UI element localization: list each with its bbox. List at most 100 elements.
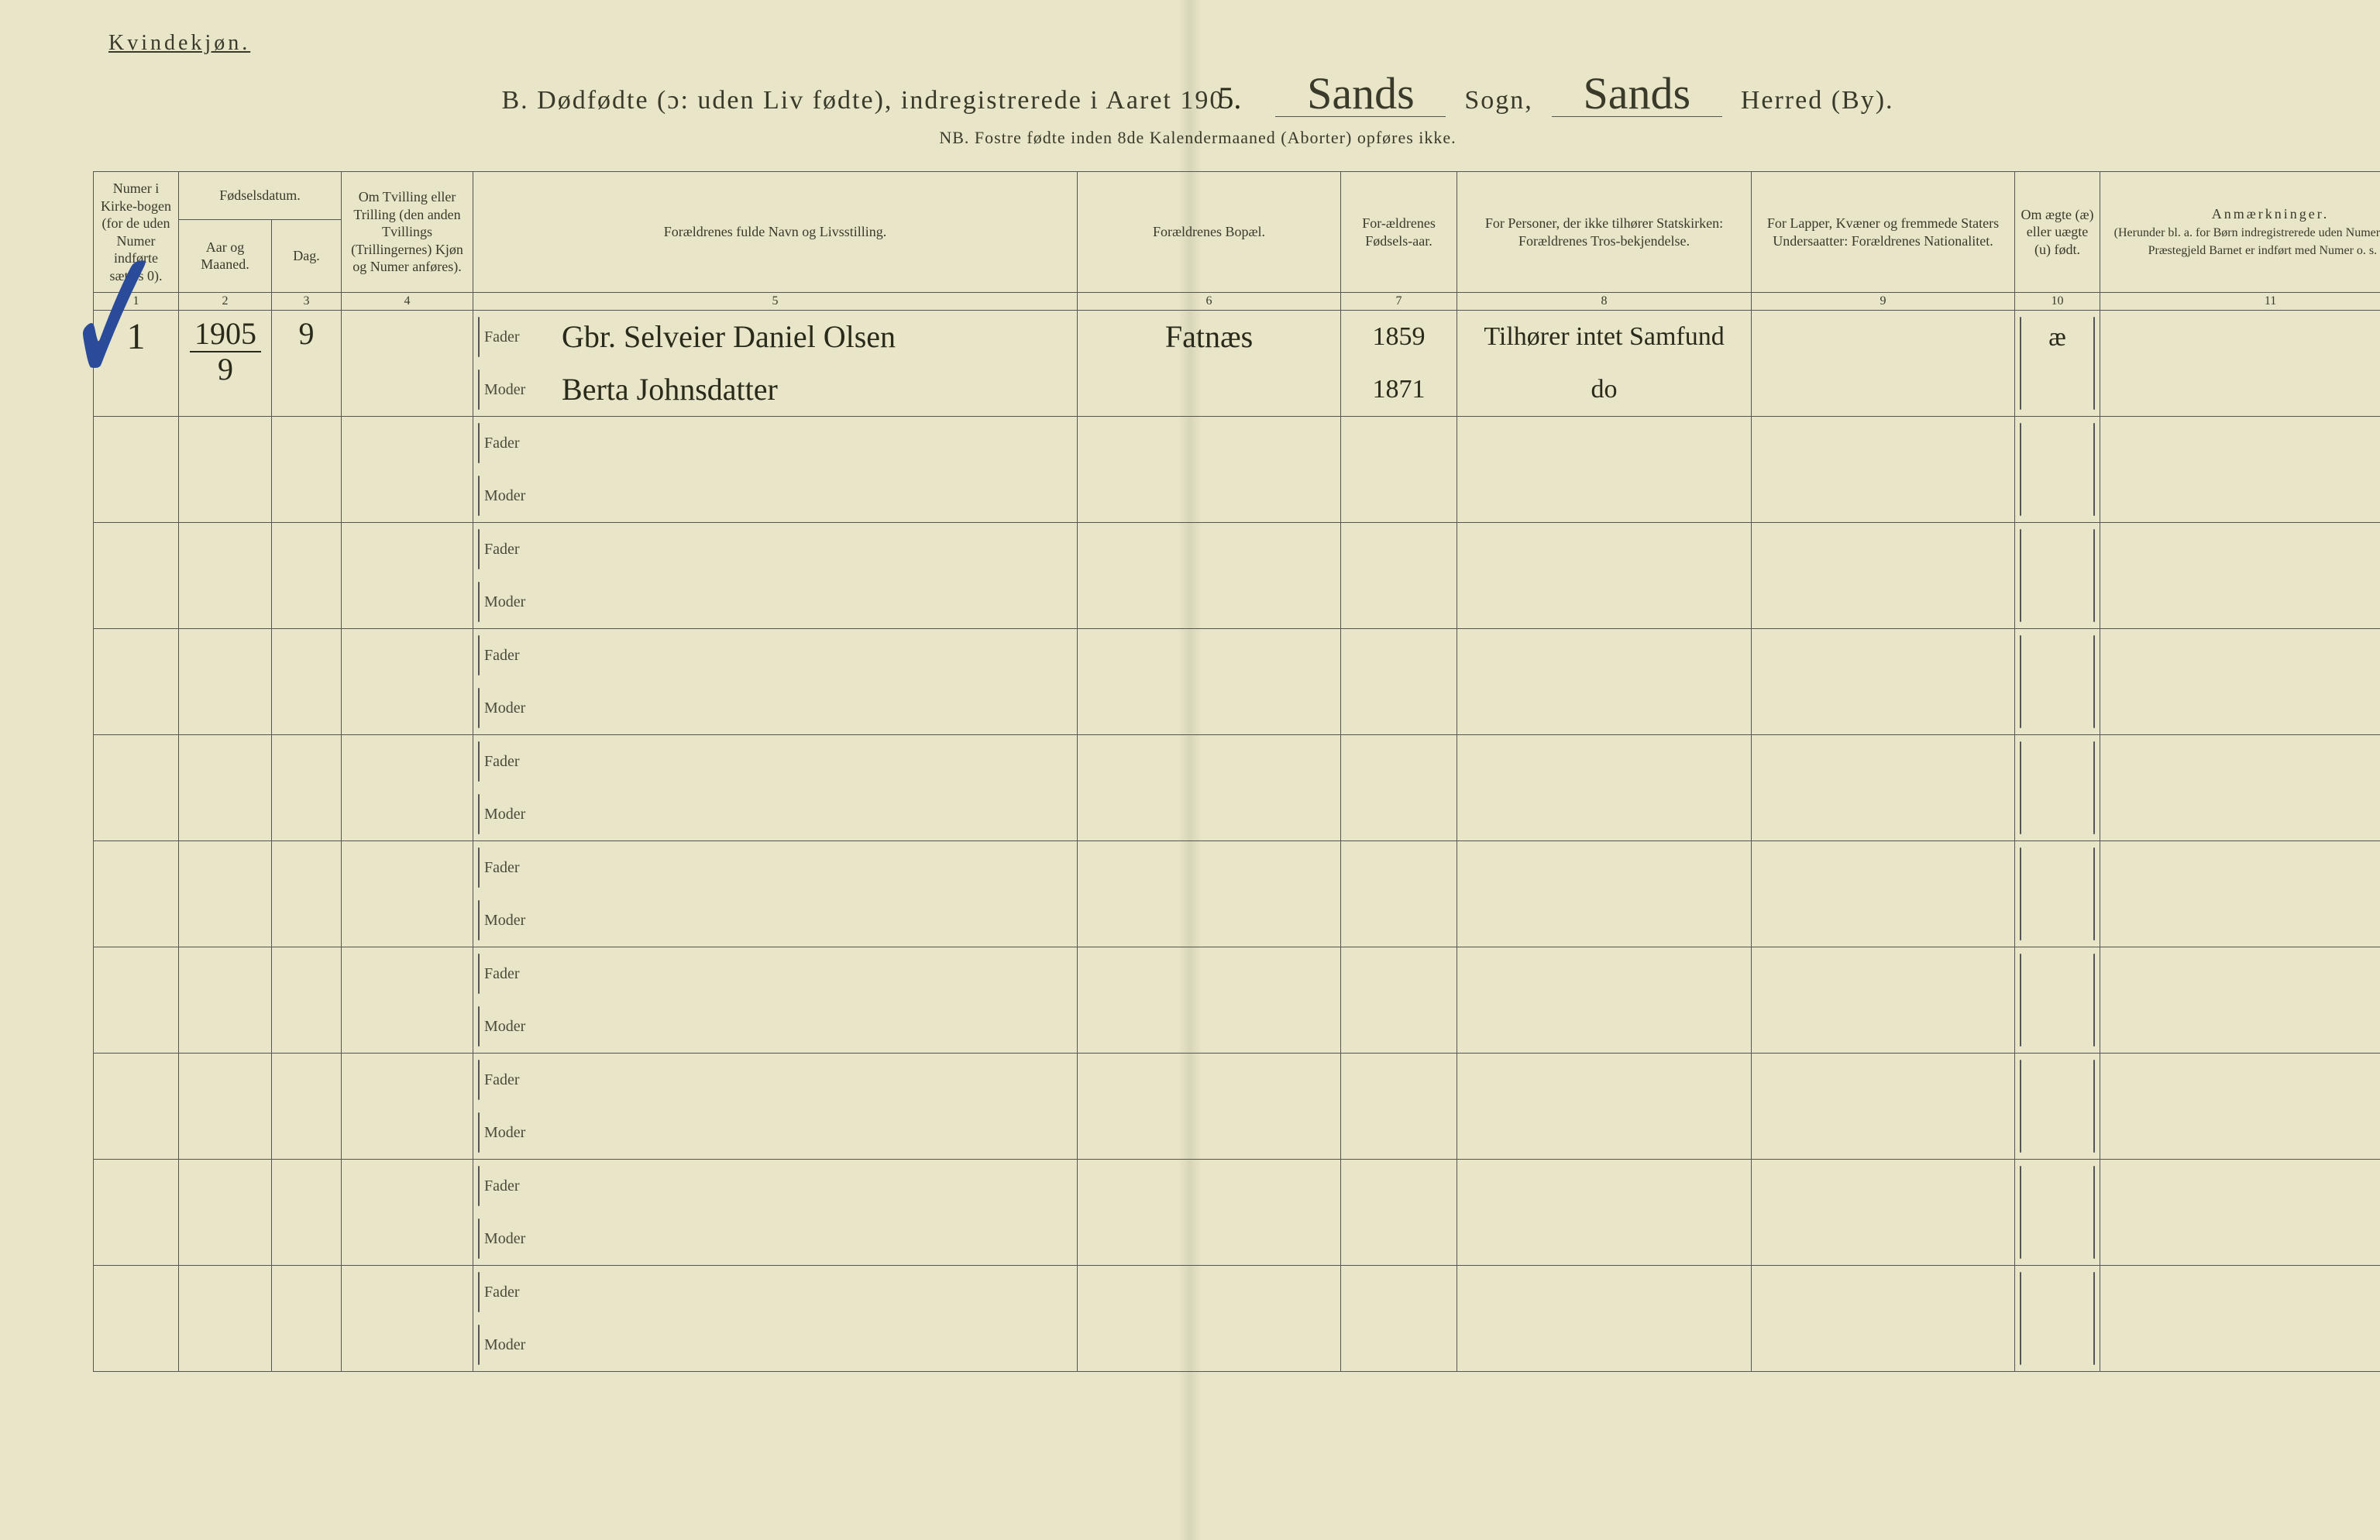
moder-line: Moder [473, 576, 1077, 628]
empty-cell [272, 629, 342, 735]
empty-cell [272, 523, 342, 629]
register-table: Numer i Kirke-bogen (for de uden Numer i… [93, 171, 2380, 1372]
header-row-1: Numer i Kirke-bogen (for de uden Numer i… [94, 172, 2380, 220]
moder-line: Moder [473, 788, 1077, 840]
h-col4: Om Tvilling eller Trilling (den anden Tv… [342, 172, 473, 293]
empty-cell [1457, 1160, 1752, 1266]
register-page: ✓ Kvindekjøn. B. Dødfødte (ɔ: uden Liv f… [0, 0, 2380, 1540]
empty-cell [1457, 417, 1752, 523]
empty-cell [2015, 1266, 2100, 1372]
empty-cell: Fader Moder [473, 1160, 1078, 1266]
empty-cell [179, 629, 272, 735]
title-prefix: B. Dødfødte (ɔ: uden Liv fødte), indregi… [501, 86, 1224, 115]
empty-cell [2100, 735, 2380, 841]
empty-cell [342, 1054, 473, 1160]
empty-cell [2100, 1160, 2380, 1266]
fader-line: Fader [473, 629, 1077, 682]
empty-cell [1078, 841, 1341, 947]
empty-cell [342, 629, 473, 735]
empty-cell [1457, 629, 1752, 735]
table-row: Fader Moder [94, 1054, 2380, 1160]
empty-cell [1078, 629, 1341, 735]
entry-fader-year: 1859 [1373, 324, 1426, 350]
moder-label: Moder [484, 593, 554, 611]
entry-month: 9 [190, 352, 261, 385]
entry-moder-tros: do [1591, 376, 1618, 403]
empty-cell [2015, 841, 2100, 947]
empty-cell [2100, 629, 2380, 735]
coln-7: 7 [1341, 293, 1457, 311]
empty-cell [2100, 523, 2380, 629]
empty-cell [342, 523, 473, 629]
table-row: FaderModer [94, 841, 2380, 947]
table-row: Fader Moder [94, 1160, 2380, 1266]
moder-line: Moder [473, 469, 1077, 522]
empty-cell [2100, 1054, 2380, 1160]
fader-label: Fader [484, 328, 554, 346]
moder-label: Moder [484, 700, 554, 717]
coln-3: 3 [272, 293, 342, 311]
coln-5: 5 [473, 293, 1078, 311]
empty-cell [2100, 841, 2380, 947]
empty-cell [1752, 523, 2015, 629]
empty-cell [2015, 947, 2100, 1054]
empty-cell [1341, 1266, 1457, 1372]
empty-cell [94, 841, 179, 947]
empty-cell [1341, 735, 1457, 841]
empty-cell [1341, 1054, 1457, 1160]
table-head: Numer i Kirke-bogen (for de uden Numer i… [94, 172, 2380, 311]
fader-label: Fader [484, 1284, 554, 1301]
empty-cell [2100, 947, 2380, 1054]
h-col7: For-ældrenes Fødsels-aar. [1341, 172, 1457, 293]
empty-cell: FaderModer [473, 735, 1078, 841]
empty-cell [1341, 523, 1457, 629]
moder-line: Moder [473, 894, 1077, 947]
fader-label: Fader [484, 1071, 554, 1089]
empty-cell [1752, 629, 2015, 735]
empty-cell [94, 1054, 179, 1160]
empty-cell [1078, 947, 1341, 1054]
empty-cell [342, 735, 473, 841]
empty-cell [94, 1160, 179, 1266]
coln-9: 9 [1752, 293, 2015, 311]
empty-cell [179, 1266, 272, 1372]
entry-year: 1905 [190, 318, 261, 352]
title-row: B. Dødfødte (ɔ: uden Liv fødte), indregi… [93, 71, 2303, 117]
empty-cell [1752, 947, 2015, 1054]
empty-cell [1752, 1266, 2015, 1372]
empty-cell [1752, 1054, 2015, 1160]
moder-label: Moder [484, 1124, 554, 1142]
h-col8: For Personer, der ikke tilhører Statskir… [1457, 172, 1752, 293]
empty-cell [342, 1266, 473, 1372]
cell-parents: Fader Gbr. Selveier Daniel Olsen Moder B… [473, 311, 1078, 417]
fader-line: Fader [473, 417, 1077, 469]
empty-cell [2015, 735, 2100, 841]
fader-label: Fader [484, 1177, 554, 1195]
empty-cell [342, 417, 473, 523]
empty-cell [94, 629, 179, 735]
fader-label: Fader [484, 647, 554, 665]
empty-cell [272, 735, 342, 841]
entry-moder: Berta Johnsdatter [562, 374, 778, 405]
empty-cell: FaderModer [473, 1266, 1078, 1372]
empty-cell [1457, 947, 1752, 1054]
empty-cell [2015, 417, 2100, 523]
h-col2a: Fødselsdatum. [179, 172, 342, 220]
h-col9: For Lapper, Kvæner og fremmede Staters U… [1752, 172, 2015, 293]
empty-cell [1341, 947, 1457, 1054]
entry-fader: Gbr. Selveier Daniel Olsen [562, 321, 896, 352]
empty-cell [1457, 523, 1752, 629]
empty-cell [2015, 1054, 2100, 1160]
moder-line: Moder [473, 1212, 1077, 1265]
moder-line: Moder [473, 682, 1077, 734]
empty-cell [1078, 1054, 1341, 1160]
fader-line: Fader [473, 1266, 1077, 1318]
table-row: FaderModer [94, 947, 2380, 1054]
entry-fader-tros: Tilhører intet Samfund [1484, 324, 1724, 350]
entry-moder-year: 1871 [1373, 376, 1426, 403]
sogn-label: Sogn, [1464, 86, 1532, 115]
empty-cell [179, 947, 272, 1054]
h-col11: Anmærkninger. (Herunder bl. a. for Børn … [2100, 172, 2380, 293]
coln-1: 1 [94, 293, 179, 311]
h-col2-dag: Dag. [272, 219, 342, 292]
